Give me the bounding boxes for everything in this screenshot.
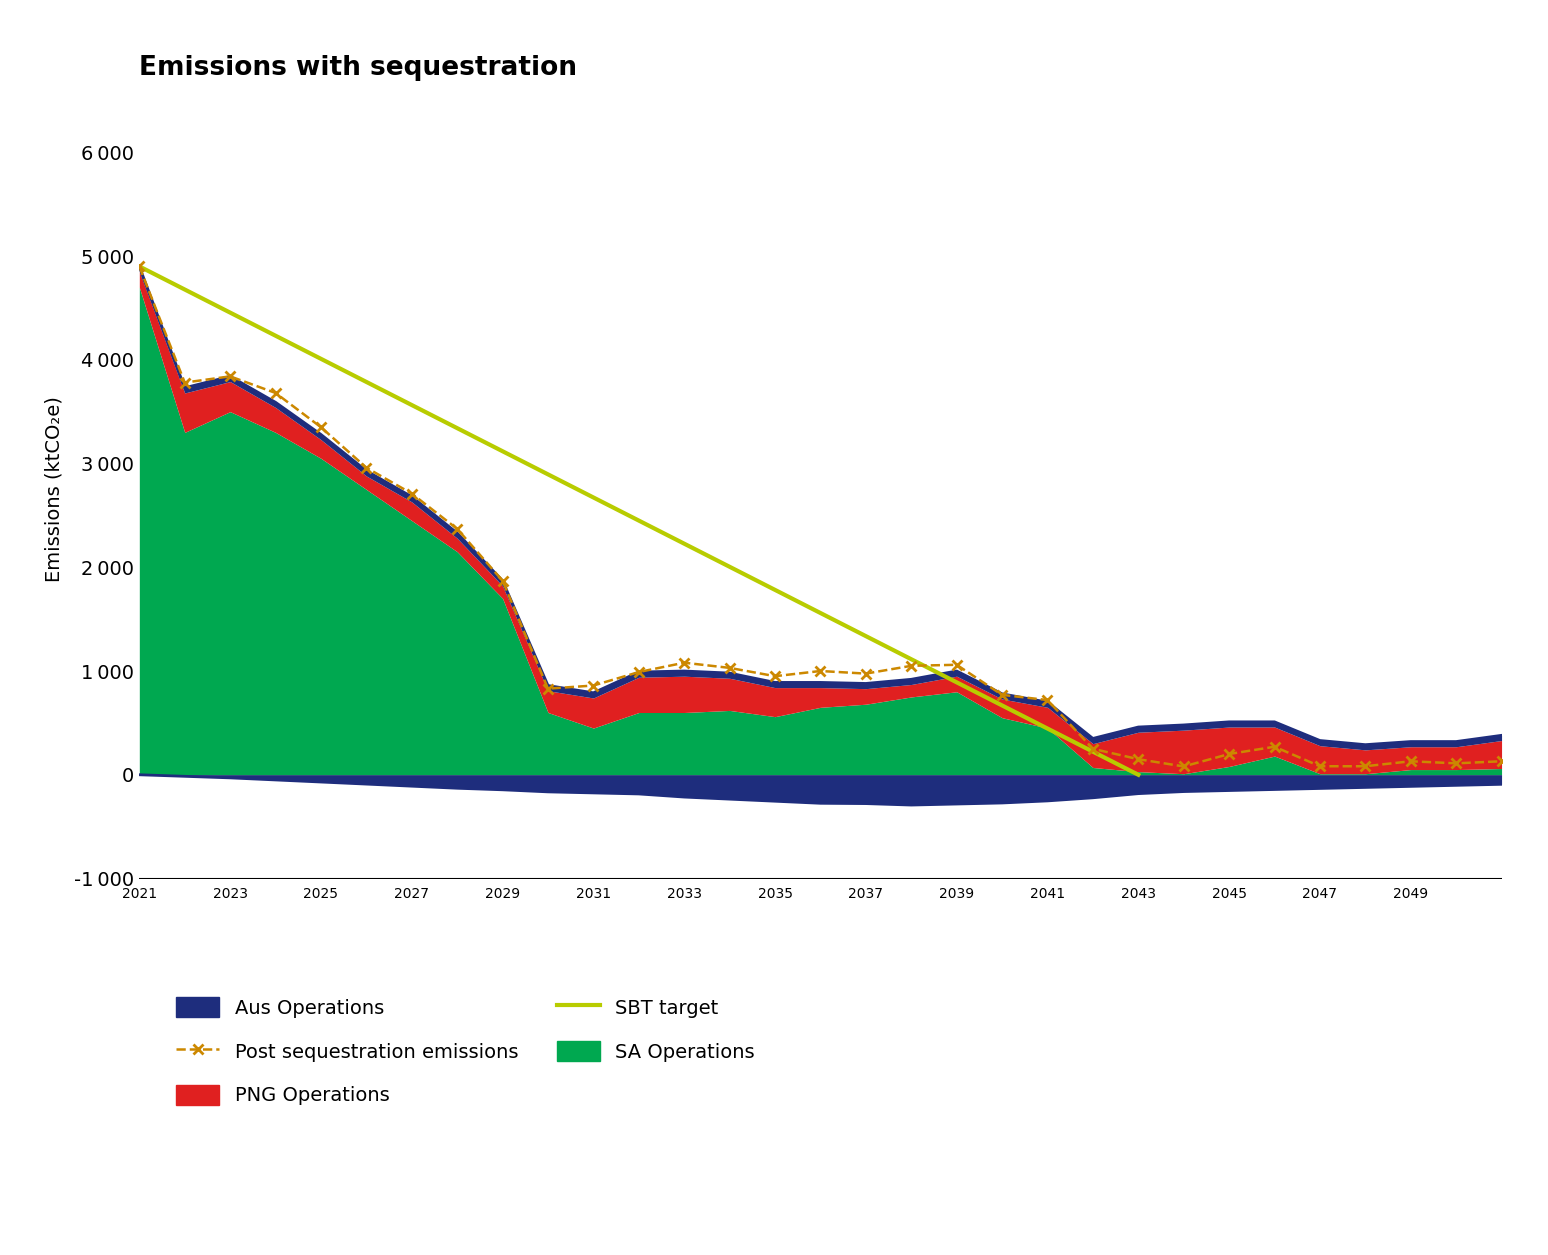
Legend: Aus Operations, Post sequestration emissions, PNG Operations, SBT target, SA Ope: Aus Operations, Post sequestration emiss… [176,998,755,1106]
Y-axis label: Emissions (ktCO₂e): Emissions (ktCO₂e) [45,397,63,582]
Text: Emissions with sequestration: Emissions with sequestration [139,55,577,82]
